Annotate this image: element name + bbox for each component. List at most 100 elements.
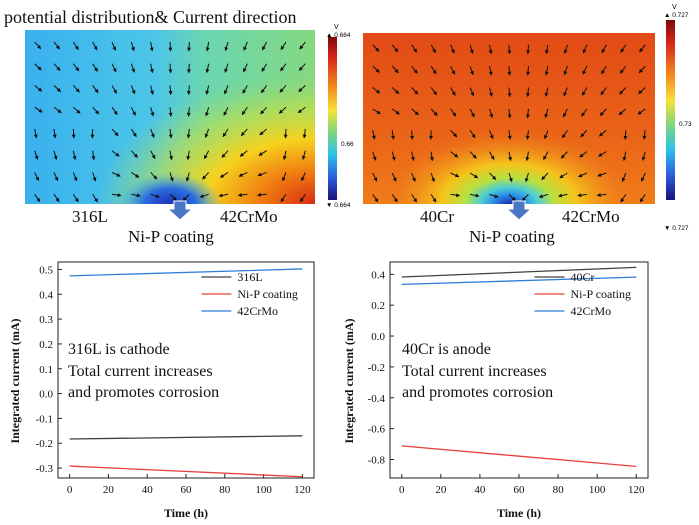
current-vector-arrow — [525, 151, 530, 162]
current-vector-arrow — [577, 193, 587, 198]
current-vector-arrow — [430, 44, 436, 54]
current-vector-arrow — [282, 172, 287, 182]
y-tick-label: -0.6 — [368, 424, 386, 436]
current-vector-arrow — [222, 128, 229, 138]
current-vector-arrow — [91, 150, 96, 161]
current-vector-arrow — [507, 87, 512, 98]
current-vector-arrow — [372, 172, 378, 182]
current-vector-arrow — [544, 66, 549, 76]
current-vector-arrow — [72, 193, 79, 203]
current-vector-arrow — [469, 193, 480, 198]
current-vector-arrow — [450, 108, 457, 117]
right-chart-annotation-1: 40Cr is anode — [402, 341, 491, 358]
x-tick-label: 80 — [553, 484, 565, 496]
series-line — [401, 445, 637, 468]
current-vector-arrow — [469, 44, 474, 54]
current-vector-arrow — [299, 193, 306, 203]
current-vector-arrow — [544, 87, 549, 97]
current-vector-arrow — [391, 194, 398, 203]
current-vector-arrow — [557, 193, 568, 198]
current-vector-arrow — [489, 108, 494, 119]
current-vector-arrow — [260, 85, 268, 94]
current-vector-arrow — [204, 128, 210, 138]
current-vector-arrow — [150, 193, 160, 198]
current-vector-arrow — [488, 44, 493, 55]
current-vector-arrow — [411, 87, 419, 95]
series-line — [401, 266, 637, 278]
current-vector-arrow — [601, 65, 607, 75]
current-vector-arrow — [450, 151, 459, 158]
current-vector-arrow — [186, 63, 191, 74]
current-vector-arrow — [186, 85, 191, 96]
current-vector-arrow — [301, 172, 306, 182]
right-label-40cr: 40Cr — [420, 207, 454, 226]
current-vector-arrow — [34, 150, 39, 160]
current-vector-arrow — [260, 106, 268, 115]
right-current-vectors — [371, 44, 647, 203]
left-label-42crmo: 42CrMo — [220, 207, 278, 226]
current-vector-arrow — [72, 172, 78, 182]
current-vector-arrow — [278, 106, 287, 114]
current-vector-arrow — [538, 193, 549, 199]
current-vector-arrow — [223, 106, 229, 116]
current-vector-arrow — [507, 44, 512, 55]
current-vector-arrow — [150, 172, 158, 180]
current-vector-arrow — [618, 108, 627, 116]
x-tick-label: 120 — [628, 484, 645, 496]
current-vector-arrow — [186, 150, 191, 161]
current-vector-arrow — [391, 87, 400, 95]
current-vector-arrow — [524, 172, 529, 183]
current-vector-arrow — [619, 65, 627, 74]
y-tick-label: 0.2 — [371, 300, 385, 312]
right-label-nip: Ni-P coating — [469, 227, 555, 246]
current-vector-arrow — [186, 107, 191, 117]
current-vector-arrow — [543, 151, 549, 161]
y-tick-label: 0.4 — [39, 289, 53, 301]
current-vector-arrow — [620, 194, 627, 203]
current-vector-arrow — [489, 130, 494, 140]
current-vector-arrow — [623, 130, 628, 140]
y-tick-label: -0.4 — [368, 393, 386, 405]
current-vector-arrow — [53, 63, 61, 71]
current-vector-arrow — [257, 171, 267, 177]
current-vector-arrow — [149, 63, 154, 74]
current-vector-arrow — [637, 108, 646, 115]
current-vector-arrow — [411, 108, 419, 116]
current-vector-arrow — [430, 65, 437, 75]
current-vector-arrow — [563, 87, 568, 97]
current-vector-arrow — [224, 85, 229, 95]
current-vector-arrow — [430, 87, 437, 96]
left-chart-y-ticks: -0.3 -0.2 -0.1 0.0 0.1 0.2 0.3 0.4 0.5 — [36, 264, 62, 475]
right-colorbar-mid: 0.73 — [679, 121, 692, 128]
current-vector-arrow — [72, 106, 81, 114]
y-tick-label: -0.3 — [36, 463, 54, 475]
current-vector-arrow — [238, 172, 248, 177]
current-vector-arrow — [581, 87, 588, 96]
current-vector-arrow — [582, 44, 588, 54]
current-vector-arrow — [469, 151, 477, 159]
current-vector-arrow — [205, 107, 210, 117]
current-vector-arrow — [638, 65, 646, 74]
current-vector-arrow — [469, 65, 474, 76]
current-vector-arrow — [169, 172, 174, 182]
current-vector-arrow — [544, 44, 549, 55]
current-vector-arrow — [298, 63, 306, 71]
right-potential-map: V ▲ 0.727 0.73 ▼ 0.727 40Cr 42CrMo Ni-P … — [363, 4, 692, 246]
y-tick-label: 0.3 — [39, 314, 53, 326]
current-vector-arrow — [258, 150, 267, 156]
current-vector-arrow — [205, 63, 210, 74]
current-vector-arrow — [544, 108, 549, 119]
current-vector-arrow — [111, 150, 120, 157]
current-vector-arrow — [280, 63, 287, 72]
current-vector-arrow — [391, 172, 397, 182]
right-chart-series — [401, 266, 637, 468]
current-vector-arrow — [224, 41, 229, 52]
current-vector-arrow — [580, 129, 588, 138]
current-vector-arrow — [53, 172, 59, 182]
current-vector-arrow — [526, 66, 531, 76]
left-label-316l: 316L — [72, 207, 108, 226]
current-vector-arrow — [92, 41, 98, 51]
left-current-vectors — [33, 41, 307, 203]
current-vector-arrow — [410, 151, 415, 162]
current-vector-arrow — [111, 106, 118, 116]
